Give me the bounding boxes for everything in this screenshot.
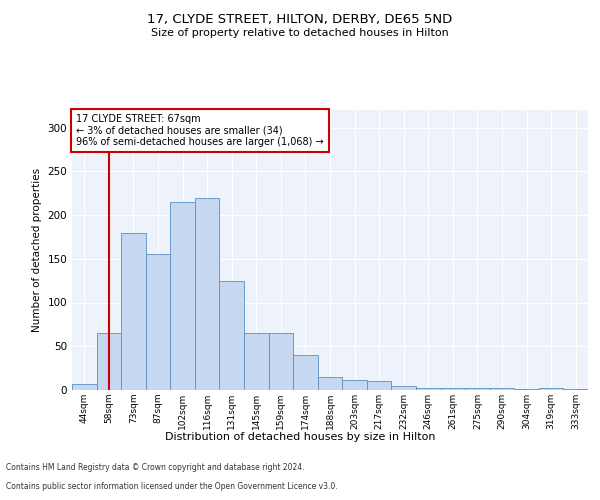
Bar: [72, 384, 97, 390]
Text: Size of property relative to detached houses in Hilton: Size of property relative to detached ho…: [151, 28, 449, 38]
Bar: [563, 389, 588, 390]
Bar: [440, 388, 465, 390]
Bar: [391, 386, 416, 390]
Bar: [121, 232, 146, 390]
Text: Contains public sector information licensed under the Open Government Licence v3: Contains public sector information licen…: [6, 482, 338, 491]
Bar: [146, 254, 170, 390]
Text: 17 CLYDE STREET: 67sqm
← 3% of detached houses are smaller (34)
96% of semi-deta: 17 CLYDE STREET: 67sqm ← 3% of detached …: [76, 114, 324, 148]
Bar: [490, 388, 514, 390]
Bar: [97, 333, 121, 390]
Text: 17, CLYDE STREET, HILTON, DERBY, DE65 5ND: 17, CLYDE STREET, HILTON, DERBY, DE65 5N…: [148, 12, 452, 26]
Y-axis label: Number of detached properties: Number of detached properties: [32, 168, 42, 332]
Bar: [465, 388, 490, 390]
Bar: [342, 380, 367, 390]
Bar: [269, 333, 293, 390]
Text: Distribution of detached houses by size in Hilton: Distribution of detached houses by size …: [165, 432, 435, 442]
Bar: [367, 381, 391, 390]
Bar: [539, 388, 563, 390]
Bar: [170, 202, 195, 390]
Bar: [318, 377, 342, 390]
Bar: [195, 198, 220, 390]
Bar: [416, 388, 440, 390]
Text: Contains HM Land Registry data © Crown copyright and database right 2024.: Contains HM Land Registry data © Crown c…: [6, 464, 305, 472]
Bar: [220, 280, 244, 390]
Bar: [514, 389, 539, 390]
Bar: [244, 333, 269, 390]
Bar: [293, 355, 318, 390]
